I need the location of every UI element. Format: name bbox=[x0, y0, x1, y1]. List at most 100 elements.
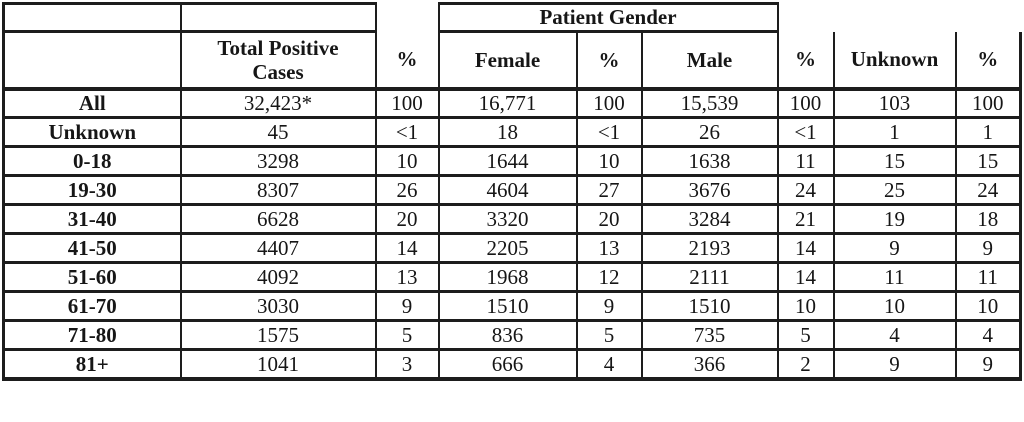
data-cell: 15,539 bbox=[640, 87, 779, 119]
row-label-cell: 71-80 bbox=[2, 319, 182, 351]
data-cell: 11 bbox=[954, 261, 1022, 293]
data-cell: 4604 bbox=[437, 174, 578, 206]
gap-cell bbox=[834, 4, 956, 32]
data-cell: 4407 bbox=[179, 232, 377, 264]
table-row: 51-60 4092 13 1968 12 2111 14 11 11 bbox=[2, 261, 1022, 293]
row-label-cell: All bbox=[2, 87, 182, 119]
data-cell: 10 bbox=[832, 290, 957, 322]
gap-cell bbox=[376, 4, 439, 32]
data-cell: 3030 bbox=[179, 290, 377, 322]
data-cell: 2205 bbox=[437, 232, 578, 264]
col-header-unknown: Unknown bbox=[832, 31, 957, 91]
row-label-cell: 51-60 bbox=[2, 261, 182, 293]
data-cell: 100 bbox=[776, 87, 835, 119]
data-cell: 366 bbox=[640, 348, 779, 381]
data-cell: 3298 bbox=[179, 145, 377, 177]
data-cell: 10 bbox=[776, 290, 835, 322]
data-cell: 666 bbox=[437, 348, 578, 381]
data-cell: 15 bbox=[832, 145, 957, 177]
data-cell: 20 bbox=[575, 203, 643, 235]
col-header-female: Female bbox=[437, 30, 578, 91]
table-row: 31-40 6628 20 3320 20 3284 21 19 18 bbox=[2, 203, 1022, 235]
total-column-blank-cell bbox=[179, 2, 377, 33]
table-row: 71-80 1575 5 836 5 735 5 4 4 bbox=[2, 319, 1022, 351]
table-row: All 32,423* 100 16,771 100 15,539 100 103 100 bbox=[2, 87, 1022, 119]
data-cell: 4 bbox=[832, 319, 957, 351]
data-cell: <1 bbox=[575, 116, 643, 148]
data-cell: 18 bbox=[437, 116, 578, 148]
data-cell: 3 bbox=[374, 348, 440, 381]
data-cell: 1 bbox=[954, 116, 1022, 148]
data-cell: 103 bbox=[832, 87, 957, 119]
data-cell: 18 bbox=[954, 203, 1022, 235]
corner-blank-cell bbox=[2, 2, 182, 33]
data-cell: 20 bbox=[374, 203, 440, 235]
data-cell: 12 bbox=[575, 261, 643, 293]
row-label-header-cell bbox=[2, 30, 182, 91]
data-cell: <1 bbox=[374, 116, 440, 148]
data-cell: 14 bbox=[776, 232, 835, 264]
data-cell: 19 bbox=[832, 203, 957, 235]
data-cell: 100 bbox=[575, 87, 643, 119]
data-cell: 9 bbox=[374, 290, 440, 322]
data-cell: 1575 bbox=[179, 319, 377, 351]
row-label-cell: 19-30 bbox=[2, 174, 182, 206]
data-cell: 14 bbox=[776, 261, 835, 293]
data-cell: 3676 bbox=[640, 174, 779, 206]
gap-cell bbox=[778, 4, 834, 32]
data-cell: 1968 bbox=[437, 261, 578, 293]
data-cell: 1041 bbox=[179, 348, 377, 381]
data-cell: 16,771 bbox=[437, 87, 578, 119]
data-cell: 9 bbox=[954, 348, 1022, 381]
data-cell: 26 bbox=[374, 174, 440, 206]
data-cell: 3284 bbox=[640, 203, 779, 235]
row-label-cell: 41-50 bbox=[2, 232, 182, 264]
data-cell: 3320 bbox=[437, 203, 578, 235]
data-cell: 9 bbox=[954, 232, 1022, 264]
data-cell: 2111 bbox=[640, 261, 779, 293]
table-row: Unknown 45 <1 18 <1 26 <1 1 1 bbox=[2, 116, 1022, 148]
data-cell: 6628 bbox=[179, 203, 377, 235]
row-label-cell: 61-70 bbox=[2, 290, 182, 322]
data-cell: 100 bbox=[374, 87, 440, 119]
spanner-row: Patient Gender bbox=[2, 2, 1021, 33]
gap-cell bbox=[956, 4, 1021, 32]
column-header-row: Total Positive Cases % Female % Male % U… bbox=[2, 30, 1022, 91]
row-label-cell: Unknown bbox=[2, 116, 182, 148]
data-cell: 13 bbox=[374, 261, 440, 293]
data-cell: 8307 bbox=[179, 174, 377, 206]
data-cell: 9 bbox=[832, 348, 957, 381]
patient-gender-spanner-header: Patient Gender bbox=[437, 2, 779, 33]
data-cell: 13 bbox=[575, 232, 643, 264]
data-cell: 1510 bbox=[437, 290, 578, 322]
data-cell: 2193 bbox=[640, 232, 779, 264]
data-cell: 27 bbox=[575, 174, 643, 206]
col-header-total-positive-cases: Total Positive Cases bbox=[179, 30, 377, 91]
data-cell: 15 bbox=[954, 145, 1022, 177]
data-cell: 1 bbox=[832, 116, 957, 148]
table-row: 61-70 3030 9 1510 9 1510 10 10 10 bbox=[2, 290, 1022, 322]
data-cell: 10 bbox=[374, 145, 440, 177]
table-row: 19-30 8307 26 4604 27 3676 24 25 24 bbox=[2, 174, 1022, 206]
data-cell: 100 bbox=[954, 87, 1022, 119]
data-cell: 1644 bbox=[437, 145, 578, 177]
data-cell: 4 bbox=[575, 348, 643, 381]
data-cell: 10 bbox=[575, 145, 643, 177]
data-cell: 4 bbox=[954, 319, 1022, 351]
col-header-male-percent: % bbox=[776, 31, 835, 91]
col-header-female-percent: % bbox=[575, 30, 643, 91]
col-header-total-percent: % bbox=[374, 31, 440, 91]
col-header-male: Male bbox=[640, 30, 779, 91]
data-cell: 45 bbox=[179, 116, 377, 148]
data-cell: 735 bbox=[640, 319, 779, 351]
data-cell: <1 bbox=[776, 116, 835, 148]
data-cell: 26 bbox=[640, 116, 779, 148]
data-cell: 21 bbox=[776, 203, 835, 235]
row-label-cell: 31-40 bbox=[2, 203, 182, 235]
data-cell: 9 bbox=[832, 232, 957, 264]
data-cell: 836 bbox=[437, 319, 578, 351]
patient-gender-table: Patient Gender Total Positive Cases % Fe… bbox=[2, 2, 1022, 381]
data-cell: 10 bbox=[954, 290, 1022, 322]
data-cell: 32,423* bbox=[179, 87, 377, 119]
